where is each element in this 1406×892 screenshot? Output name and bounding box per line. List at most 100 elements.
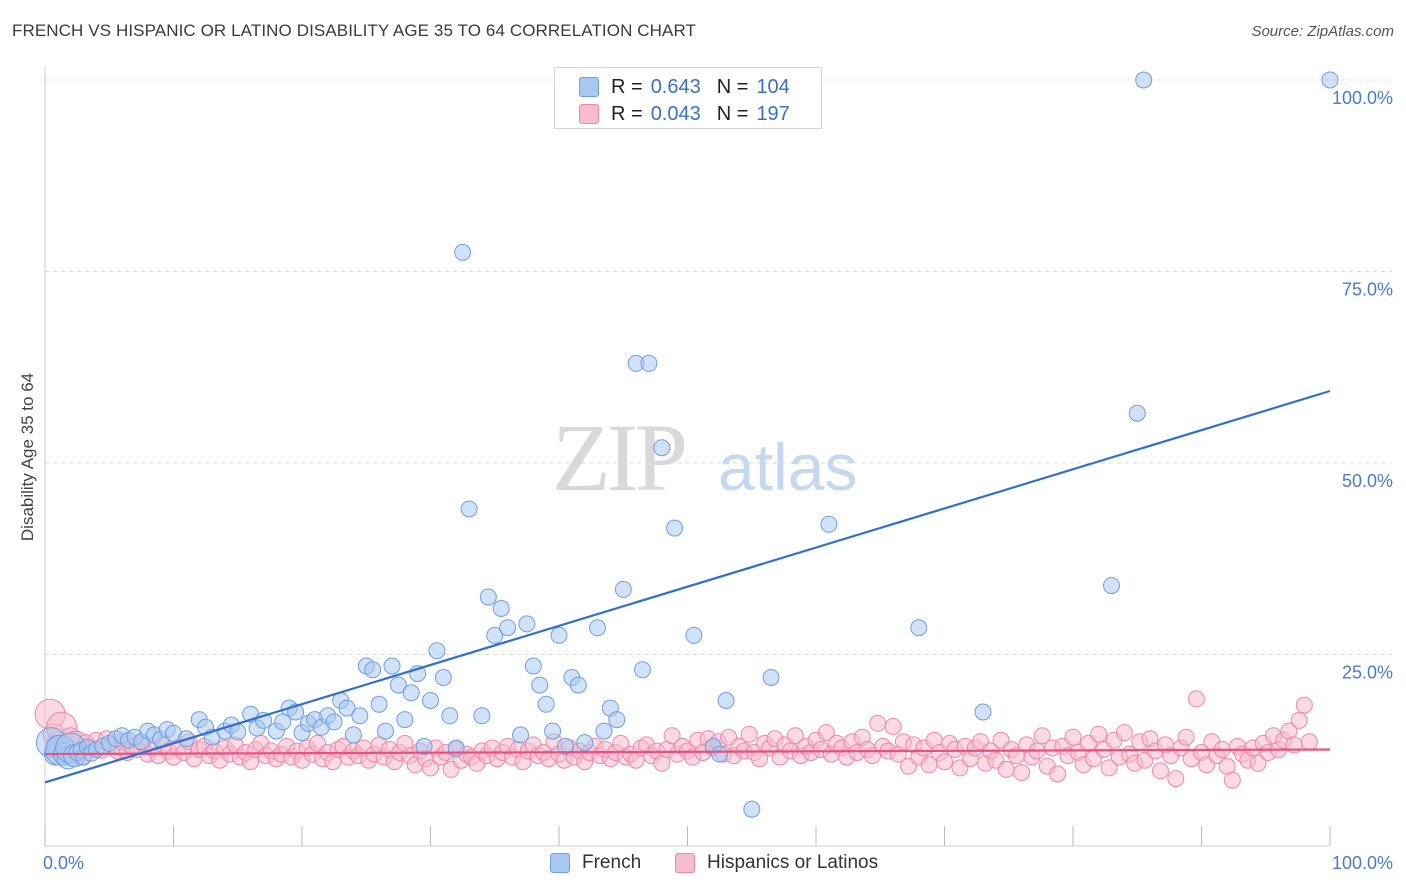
- hispanic-point: [1290, 711, 1308, 729]
- french-point: [531, 676, 549, 694]
- french-point: [364, 661, 382, 679]
- chart-source: Source: ZipAtlas.com: [1251, 23, 1394, 40]
- hispanic-point: [869, 714, 887, 732]
- french-point: [396, 711, 414, 729]
- hispanic-point: [936, 753, 953, 771]
- french-point: [1103, 577, 1120, 595]
- french-point: [640, 354, 658, 372]
- french-point: [389, 676, 407, 694]
- french-point: [762, 669, 780, 686]
- french-point: [595, 722, 613, 740]
- french-point: [1128, 404, 1146, 422]
- x-tick-label-min: 0.0%: [43, 853, 84, 873]
- legend-n-value: 197: [756, 102, 790, 125]
- legend-swatch-french: [579, 77, 599, 97]
- french-trend-line: [44, 389, 1331, 784]
- legend-n-label: N =: [716, 75, 749, 98]
- legend-n-value: 104: [756, 75, 790, 98]
- french-point: [370, 695, 388, 713]
- french-point: [589, 619, 606, 637]
- hispanic-point: [1295, 696, 1313, 714]
- french-point: [434, 669, 452, 686]
- french-point: [325, 713, 343, 731]
- hispanic-point: [884, 718, 902, 735]
- french-point: [1321, 71, 1339, 89]
- hispanic-point: [1249, 754, 1267, 772]
- hispanic-point: [1090, 725, 1108, 743]
- series-label-hispanic: Hispanics or Latinos: [707, 852, 879, 873]
- hispanic-point: [1187, 690, 1205, 708]
- french-point: [274, 713, 292, 731]
- watermark-zip: ZIP: [552, 404, 685, 511]
- trend-layer: [44, 389, 1331, 784]
- french-point: [486, 626, 504, 644]
- tick-layer: 25.0% 50.0% 75.0% 100.0% 0.0% 100.0%: [43, 88, 1393, 873]
- french-points: [35, 71, 1339, 818]
- french-point: [422, 692, 439, 709]
- french-point: [441, 707, 459, 725]
- french-point: [377, 722, 394, 740]
- correlation-legend: R = 0.643 N = 104 R = 0.043 N = 197: [554, 67, 822, 129]
- french-point: [499, 619, 517, 637]
- hispanic-point: [1115, 724, 1133, 742]
- french-point: [974, 703, 992, 721]
- series-swatch-hispanic: [675, 853, 695, 873]
- hispanic-point: [1223, 771, 1241, 789]
- hispanic-point: [1151, 762, 1169, 780]
- french-point: [351, 707, 369, 725]
- french-point: [454, 243, 472, 261]
- french-point: [910, 619, 928, 637]
- y-tick-label: 75.0%: [1342, 280, 1393, 300]
- x-tick-label-max: 100.0%: [1332, 853, 1393, 873]
- chart-title: FRENCH VS HISPANIC OR LATINO DISABILITY …: [12, 21, 697, 40]
- watermark-atlas: atlas: [718, 430, 857, 504]
- hispanic-point: [1100, 759, 1118, 777]
- french-point: [556, 737, 574, 755]
- series-swatch-french: [550, 853, 570, 873]
- legend-r-value: 0.643: [650, 75, 701, 98]
- series-legend-hispanic: Hispanics or Latinos: [675, 852, 878, 874]
- y-tick-label: 25.0%: [1342, 663, 1393, 683]
- legend-swatch-hispanic: [579, 104, 599, 124]
- hispanic-points: [34, 690, 1318, 789]
- french-point: [512, 726, 529, 744]
- french-point: [685, 626, 703, 644]
- axes-layer: [44, 66, 1331, 847]
- hispanic-point: [1064, 728, 1082, 746]
- french-point: [666, 519, 684, 537]
- french-point: [614, 580, 632, 598]
- legend-r-label: R =: [611, 102, 643, 125]
- french-point: [711, 745, 729, 763]
- french-point: [415, 737, 433, 755]
- hispanic-point: [663, 727, 681, 745]
- hispanic-point: [1177, 728, 1195, 746]
- hispanic-point: [740, 725, 758, 743]
- french-point: [473, 707, 491, 725]
- french-point: [383, 657, 401, 675]
- hispanic-trend-line: [44, 748, 1331, 756]
- grid-layer: [45, 79, 1392, 655]
- french-point: [524, 657, 542, 675]
- hispanic-point: [786, 727, 804, 745]
- french-point: [537, 695, 555, 713]
- french-point: [344, 726, 362, 744]
- hispanic-point: [1167, 770, 1185, 788]
- legend-r-value: 0.043: [650, 102, 701, 125]
- french-point: [653, 439, 671, 457]
- watermark: ZIP atlas: [552, 404, 857, 511]
- series-legend: French Hispanics or Latinos: [0, 852, 1406, 878]
- hispanic-point: [1300, 733, 1318, 751]
- french-point: [608, 711, 626, 729]
- hispanic-point: [1033, 727, 1051, 745]
- series-legend-french: French: [550, 852, 641, 874]
- french-point: [460, 500, 478, 518]
- french-point: [550, 626, 568, 644]
- french-point: [338, 699, 356, 717]
- french-point: [820, 515, 838, 533]
- french-point: [1135, 71, 1153, 89]
- legend-row-french: R = 0.643 N = 104: [579, 75, 790, 99]
- y-tick-label: 50.0%: [1342, 471, 1393, 491]
- hispanic-point: [817, 724, 835, 742]
- hispanic-point: [422, 759, 439, 777]
